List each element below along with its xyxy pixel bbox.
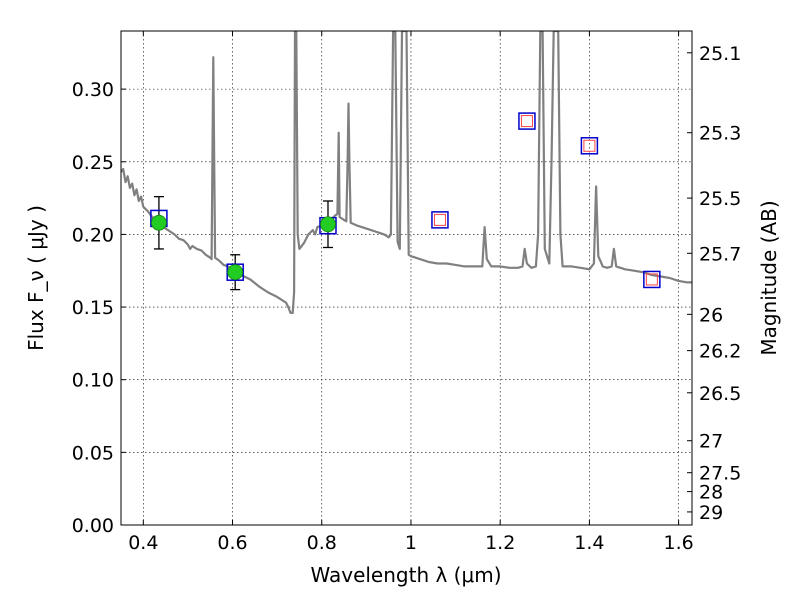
magnitude-tick-label: 25.1 <box>699 43 741 65</box>
magnitude-tick-label: 28 <box>699 482 723 504</box>
magnitude-tick-label: 27.5 <box>699 463 741 485</box>
ticks: 0.4 0.6 0.8 1 1.2 1.4 1.6 0.00 0.05 0.10 0.15 0.20 0… <box>72 31 741 554</box>
y-tick-label: 0.20 <box>72 224 114 246</box>
magnitude-tick-label: 25.7 <box>699 243 741 265</box>
predicted-photometry-square <box>583 139 596 152</box>
y-axis-title: Flux F_ν ( μJy ) <box>24 205 48 351</box>
y-tick-label: 0.15 <box>72 297 114 319</box>
predicted-photometry-square <box>520 115 533 128</box>
model-photometry-square <box>580 137 599 155</box>
y-tick-label: 0.30 <box>72 79 114 101</box>
model-photometry-square <box>431 211 449 229</box>
x-tick-label: 1.4 <box>574 532 604 554</box>
magnitude-tick-label: 26 <box>699 304 723 326</box>
x-tick-label: 1.2 <box>485 532 515 554</box>
x-tick-label: 1.6 <box>664 532 694 554</box>
data-layer <box>121 31 692 314</box>
model-photometry-square <box>226 263 244 281</box>
magnitude-tick-label: 27 <box>699 431 723 453</box>
x-tick-label: 0.4 <box>128 532 158 554</box>
right-axis-title: Magnitude (AB) <box>757 200 781 355</box>
y-tick-label: 0.05 <box>72 442 114 464</box>
magnitude-tick-label: 26.2 <box>699 341 741 363</box>
observed-photometry-point <box>151 214 167 231</box>
y-tick-label: 0.10 <box>72 370 114 392</box>
x-tick-label: 1 <box>405 532 417 554</box>
plot-frame <box>120 30 693 526</box>
y-tick-label: 0.00 <box>72 515 114 537</box>
magnitude-tick-label: 29 <box>699 502 723 524</box>
x-tick-label: 0.8 <box>307 532 337 554</box>
x-tick-label: 0.6 <box>217 532 247 554</box>
magnitude-tick-label: 25.3 <box>699 123 741 145</box>
magnitude-tick-label: 25.5 <box>699 188 741 210</box>
predicted-photometry-square <box>645 273 658 286</box>
model-photometry-square <box>643 270 661 289</box>
magnitude-tick-label: 26.5 <box>699 383 741 405</box>
y-tick-label: 0.25 <box>72 152 114 174</box>
x-axis-title: Wavelength λ (μm) <box>310 563 501 587</box>
observed-photometry-point <box>320 216 336 233</box>
spectrum-line <box>121 31 692 314</box>
predicted-photometry-square <box>433 213 446 226</box>
model-photometry-square <box>518 112 536 130</box>
observed-photometry-point <box>227 264 244 281</box>
